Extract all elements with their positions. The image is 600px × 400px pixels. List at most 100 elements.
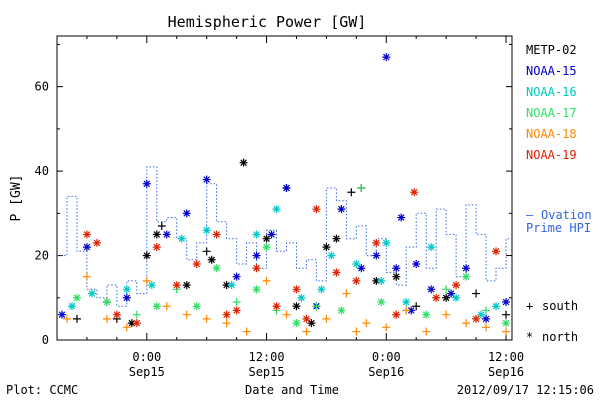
data-point-north xyxy=(202,226,211,235)
data-point-north xyxy=(212,264,221,273)
legend-north-symbol: * xyxy=(526,330,533,344)
data-point-north xyxy=(352,260,361,268)
data-point-north xyxy=(422,310,431,319)
data-point-north xyxy=(72,293,81,302)
data-point-north xyxy=(252,251,261,260)
data-point-north xyxy=(462,264,471,273)
data-point-north xyxy=(397,213,406,222)
data-point-north xyxy=(132,319,141,328)
data-point-south xyxy=(482,306,491,315)
data-point-north xyxy=(292,302,301,311)
data-point-north xyxy=(82,230,91,239)
data-point-north xyxy=(472,314,481,323)
data-point-north xyxy=(322,243,331,252)
data-point-north xyxy=(427,243,436,252)
data-point-north xyxy=(112,310,121,319)
data-point-north xyxy=(127,319,136,328)
data-point-north xyxy=(482,314,491,323)
data-point-north xyxy=(207,255,216,264)
data-point-north xyxy=(332,268,341,277)
data-point-north xyxy=(262,234,271,243)
data-point-north xyxy=(67,302,76,311)
data-point-north xyxy=(267,230,276,239)
data-point-north xyxy=(307,319,316,328)
data-point-north xyxy=(382,53,391,62)
data-point-north xyxy=(192,260,201,268)
data-point-north xyxy=(372,238,381,247)
legend-ovation-line2: Prime HPI xyxy=(526,221,591,235)
x-axis-label: Date and Time xyxy=(245,383,339,397)
data-point-north xyxy=(147,281,156,290)
data-point-south xyxy=(62,314,71,323)
data-point-north xyxy=(292,285,301,294)
data-point-south xyxy=(502,327,511,336)
data-point-north xyxy=(222,310,231,319)
data-point-north xyxy=(407,306,416,315)
legend-item-noaa-16: NOAA-16 xyxy=(526,85,577,99)
y-tick-label: 60 xyxy=(35,80,49,94)
data-point-north xyxy=(447,289,456,298)
data-point-north xyxy=(227,281,236,290)
data-point-south xyxy=(182,310,191,319)
data-point-north xyxy=(212,230,221,239)
data-point-north xyxy=(332,234,341,243)
data-point-south xyxy=(82,272,91,281)
data-point-north xyxy=(272,302,281,311)
series-noaa-17 xyxy=(72,184,511,328)
series-metp-02 xyxy=(72,158,511,328)
data-point-north xyxy=(92,238,101,247)
data-point-south xyxy=(72,314,81,323)
data-point-north xyxy=(502,298,511,306)
data-point-north xyxy=(492,302,501,311)
data-point-north xyxy=(317,285,326,294)
legend-item-noaa-17: NOAA-17 xyxy=(526,106,577,120)
legend-ovation-dash: – xyxy=(526,208,534,222)
data-point-north xyxy=(432,293,441,302)
data-point-north xyxy=(282,184,291,192)
data-point-north xyxy=(292,319,301,328)
data-point-north xyxy=(377,276,386,285)
data-point-north xyxy=(232,306,241,315)
data-point-north xyxy=(162,230,171,239)
data-point-north xyxy=(232,272,241,281)
data-point-north xyxy=(452,293,461,302)
chart-title: Hemispheric Power [GW] xyxy=(168,13,367,31)
data-point-north xyxy=(412,260,421,268)
data-point-south xyxy=(262,276,271,285)
data-point-north xyxy=(377,298,386,306)
x-tick-time: 0:00 xyxy=(132,350,161,364)
data-point-north xyxy=(452,281,461,290)
data-point-north xyxy=(122,293,131,302)
x-tick-time: 12:00 xyxy=(488,350,524,364)
data-point-north xyxy=(312,205,321,214)
data-point-south xyxy=(242,327,251,336)
data-point-north xyxy=(82,243,91,252)
data-point-north xyxy=(352,276,361,285)
legend-ovation-line1: Ovation xyxy=(541,208,592,222)
data-point-south xyxy=(232,298,241,306)
y-tick-label: 20 xyxy=(35,249,49,263)
ovation-prime-hpi-line xyxy=(57,166,512,307)
data-point-north xyxy=(392,264,401,273)
data-point-south xyxy=(122,323,131,332)
data-point-south xyxy=(472,289,481,298)
data-points xyxy=(57,53,511,336)
data-point-south xyxy=(142,276,151,285)
data-point-north xyxy=(272,205,281,214)
data-point-north xyxy=(442,293,451,302)
y-tick-label: 0 xyxy=(42,333,49,347)
data-point-north xyxy=(502,319,511,328)
y-axis-label: P [GW] xyxy=(9,175,24,222)
data-point-south xyxy=(322,314,331,323)
data-point-north xyxy=(102,298,111,306)
data-point-north xyxy=(172,281,181,290)
data-point-north xyxy=(152,243,161,252)
data-point-south xyxy=(342,289,351,298)
plot-frame xyxy=(56,35,513,341)
x-tick-time: 0:00 xyxy=(372,350,401,364)
data-point-south xyxy=(462,319,471,328)
data-point-north xyxy=(202,175,211,184)
footer-timestamp: 2012/09/17 12:15:06 xyxy=(457,383,594,397)
data-point-south xyxy=(502,310,511,319)
